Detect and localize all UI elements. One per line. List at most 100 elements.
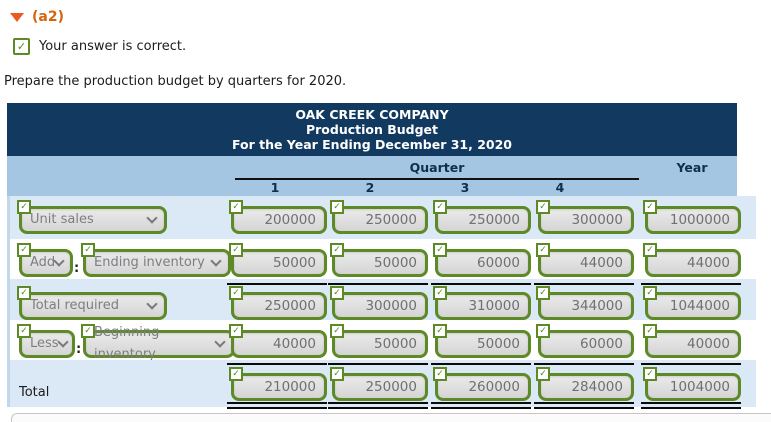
- ending-inventory-q3-field[interactable]: ✓ 60000: [433, 243, 531, 277]
- field-checkbox[interactable]: ✓: [229, 200, 243, 214]
- ending-inventory-q1-field[interactable]: ✓ 50000: [229, 243, 327, 277]
- field-checkbox[interactable]: ✓: [17, 200, 31, 214]
- value[interactable]: 284000: [538, 373, 634, 401]
- field-checkbox[interactable]: ✓: [330, 286, 344, 300]
- field-checkbox[interactable]: ✓: [81, 324, 95, 338]
- field-checkbox[interactable]: ✓: [229, 324, 243, 338]
- value[interactable]: 1004000: [645, 373, 741, 401]
- value[interactable]: 300000: [538, 206, 634, 234]
- value[interactable]: 60000: [538, 330, 634, 358]
- value[interactable]: 50000: [231, 249, 327, 277]
- value[interactable]: 250000: [231, 292, 327, 320]
- field-checkbox[interactable]: ✓: [330, 367, 344, 381]
- field-checkbox[interactable]: ✓: [643, 367, 657, 381]
- value[interactable]: 250000: [332, 206, 428, 234]
- total-required-dropdown[interactable]: ✓ Total required: [17, 286, 167, 320]
- total-q2-field[interactable]: ✓ 250000: [330, 367, 428, 401]
- field-checkbox[interactable]: ✓: [643, 200, 657, 214]
- checkmark-icon: ✓: [539, 287, 547, 298]
- unit-sales-q1-field[interactable]: ✓ 200000: [229, 200, 327, 234]
- field-checkbox[interactable]: ✓: [433, 200, 447, 214]
- total-required-q1-field[interactable]: ✓ 250000: [229, 286, 327, 320]
- checkmark-icon: ✓: [646, 244, 654, 255]
- chevron-down-icon: [146, 298, 158, 310]
- value[interactable]: 260000: [435, 373, 531, 401]
- value[interactable]: 310000: [435, 292, 531, 320]
- field-checkbox[interactable]: ✓: [536, 286, 550, 300]
- total-required-q3-field[interactable]: ✓ 310000: [433, 286, 531, 320]
- value[interactable]: 40000: [645, 330, 741, 358]
- field-checkbox[interactable]: ✓: [643, 324, 657, 338]
- field-checkbox[interactable]: ✓: [536, 324, 550, 338]
- value[interactable]: 44000: [538, 249, 634, 277]
- total-required-q2-field[interactable]: ✓ 300000: [330, 286, 428, 320]
- field-checkbox[interactable]: ✓: [81, 243, 95, 257]
- total-year-field[interactable]: ✓ 1004000: [643, 367, 741, 401]
- ending-inventory-q2-field[interactable]: ✓ 50000: [330, 243, 428, 277]
- checkmark-icon: ✓: [232, 244, 240, 255]
- field-checkbox[interactable]: ✓: [536, 200, 550, 214]
- beginning-inventory-q2-field[interactable]: ✓ 50000: [330, 324, 428, 358]
- checkmark-icon: ✓: [232, 325, 240, 336]
- less-dropdown[interactable]: ✓ Less: [17, 324, 75, 358]
- dropdown-label: Beginning inventory: [94, 325, 160, 362]
- unit-sales-dropdown[interactable]: ✓ Unit sales: [17, 200, 167, 234]
- answer-status: ✓ Your answer is correct.: [13, 38, 186, 55]
- beginning-inventory-q4-field[interactable]: ✓ 60000: [536, 324, 634, 358]
- field-checkbox[interactable]: ✓: [433, 367, 447, 381]
- ending-inventory-dropdown[interactable]: ✓ Ending inventory: [81, 243, 231, 277]
- value[interactable]: 40000: [231, 330, 327, 358]
- value[interactable]: 300000: [332, 292, 428, 320]
- field-checkbox[interactable]: ✓: [229, 286, 243, 300]
- value[interactable]: 1000000: [645, 206, 741, 234]
- beginning-inventory-year-field[interactable]: ✓ 40000: [643, 324, 741, 358]
- ending-inventory-q4-field[interactable]: ✓ 44000: [536, 243, 634, 277]
- checkmark-icon: ✓: [539, 244, 547, 255]
- field-checkbox[interactable]: ✓: [433, 286, 447, 300]
- unit-sales-q4-field[interactable]: ✓ 300000: [536, 200, 634, 234]
- total-required-q4-field[interactable]: ✓ 344000: [536, 286, 634, 320]
- field-checkbox[interactable]: ✓: [17, 243, 31, 257]
- beginning-inventory-q1-field[interactable]: ✓ 40000: [229, 324, 327, 358]
- value[interactable]: 50000: [435, 330, 531, 358]
- beginning-inventory-q3-field[interactable]: ✓ 50000: [433, 324, 531, 358]
- value[interactable]: 344000: [538, 292, 634, 320]
- unit-sales-q3-field[interactable]: ✓ 250000: [433, 200, 531, 234]
- value[interactable]: 250000: [332, 373, 428, 401]
- field-checkbox[interactable]: ✓: [643, 286, 657, 300]
- field-checkbox[interactable]: ✓: [17, 324, 31, 338]
- value[interactable]: 250000: [435, 206, 531, 234]
- add-dropdown[interactable]: ✓ Add: [17, 243, 73, 277]
- total-q3-field[interactable]: ✓ 260000: [433, 367, 531, 401]
- field-checkbox[interactable]: ✓: [536, 367, 550, 381]
- unit-sales-year-field[interactable]: ✓ 1000000: [643, 200, 741, 234]
- checkmark-icon: ✓: [20, 287, 28, 298]
- ending-inventory-year-field[interactable]: ✓ 44000: [643, 243, 741, 277]
- field-checkbox[interactable]: ✓: [330, 243, 344, 257]
- single-rule: [534, 283, 634, 285]
- total-q1-field[interactable]: ✓ 210000: [229, 367, 327, 401]
- field-checkbox[interactable]: ✓: [643, 243, 657, 257]
- section-header[interactable]: (a2): [10, 9, 64, 25]
- value[interactable]: 210000: [231, 373, 327, 401]
- total-required-year-field[interactable]: ✓ 1044000: [643, 286, 741, 320]
- value[interactable]: 44000: [645, 249, 741, 277]
- field-checkbox[interactable]: ✓: [433, 324, 447, 338]
- field-checkbox[interactable]: ✓: [17, 286, 31, 300]
- field-checkbox[interactable]: ✓: [330, 324, 344, 338]
- quarter-3-header: 3: [460, 180, 470, 195]
- total-q4-field[interactable]: ✓ 284000: [536, 367, 634, 401]
- field-checkbox[interactable]: ✓: [229, 243, 243, 257]
- field-checkbox[interactable]: ✓: [229, 367, 243, 381]
- value[interactable]: 1044000: [645, 292, 741, 320]
- unit-sales-q2-field[interactable]: ✓ 250000: [330, 200, 428, 234]
- field-checkbox[interactable]: ✓: [330, 200, 344, 214]
- value[interactable]: 50000: [332, 330, 428, 358]
- field-checkbox[interactable]: ✓: [433, 243, 447, 257]
- beginning-inventory-dropdown[interactable]: ✓ Beginning inventory: [81, 324, 235, 362]
- field-checkbox[interactable]: ✓: [536, 243, 550, 257]
- value[interactable]: 50000: [332, 249, 428, 277]
- collapse-triangle-icon[interactable]: [10, 12, 24, 22]
- value[interactable]: 60000: [435, 249, 531, 277]
- value[interactable]: 200000: [231, 206, 327, 234]
